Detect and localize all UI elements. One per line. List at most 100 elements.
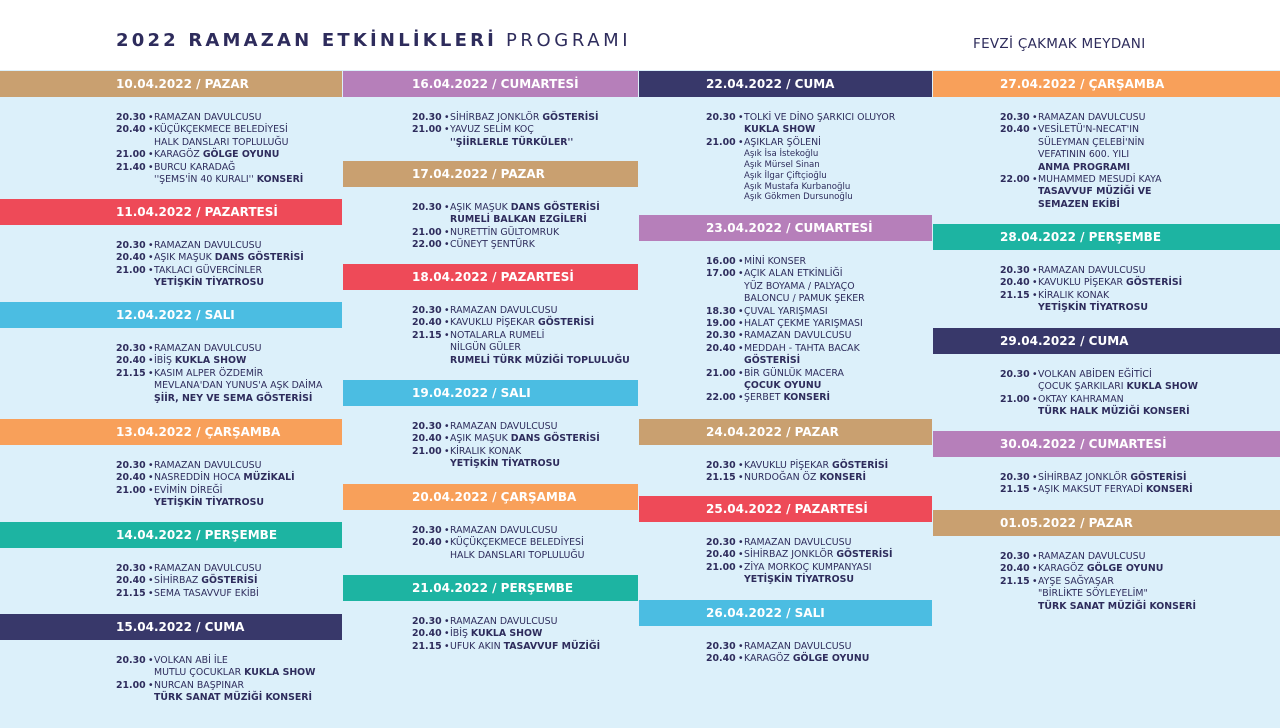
- event-line: KÜÇÜKÇEKMECE BELEDİYESİ: [154, 124, 288, 136]
- event-text: KARAGÖZ: [1038, 563, 1087, 575]
- event-item: 21.00 • YAVUZ SELİM KOÇ ''ŞİİRLERLE TÜRKÜLE…: [412, 124, 599, 149]
- event-title: RAMAZAN DAVULCUSU: [154, 460, 261, 472]
- event-line: RAMAZAN DAVULCUSU: [744, 537, 851, 549]
- event-item: 20.40 • SİHİRBAZ JONKLÖR GÖSTERİSİ: [706, 549, 893, 561]
- event-line: SEMA TASAVVUF EKİBİ: [154, 588, 259, 600]
- event-item: 20.30 • SİHİRBAZ JONKLÖR GÖSTERİSİ: [1000, 472, 1193, 484]
- event-item: 20.30 • KAVUKLU PİŞEKAR GÖSTERİSİ: [706, 460, 888, 472]
- event-item: 20.30 • TOLKİ VE DİNO ŞARKICI OLUYOR KUKLA …: [706, 112, 895, 137]
- event-line: KAVUKLU PİŞEKAR GÖSTERİSİ: [450, 317, 594, 329]
- event-title: UFUK AKIN TASAVVUF MÜZİĞİ: [450, 641, 600, 653]
- event-text-bold: GÖSTERİSİ: [201, 575, 258, 587]
- event-text: AŞIK MAŞUK: [450, 433, 511, 445]
- event-item: 20.30 • RAMAZAN DAVULCUSU: [116, 112, 303, 124]
- event-title: OKTAY KAHRAMAN TÜRK HALK MÜZİĞİ KONSERİ: [1038, 394, 1190, 419]
- event-time: 21.00: [1000, 393, 1030, 405]
- schedule-column: 16.04.2022 / CUMARTESİ 20.30 • SİHİRBAZ JON…: [343, 0, 638, 728]
- event-text: VEFATININ 600. YILI: [1038, 149, 1130, 161]
- bullet: •: [148, 161, 154, 173]
- day-date-label: 13.04.2022 / ÇARŞAMBA: [116, 425, 281, 439]
- bullet: •: [1032, 265, 1038, 276]
- event-text-bold: SEMAZEN EKİBİ: [1038, 198, 1120, 210]
- event-text: ÇOCUK ŞARKILARI: [1038, 381, 1127, 393]
- event-time: 20.30: [412, 202, 442, 213]
- event-text-bold: KUKLA SHOW: [744, 124, 816, 136]
- event-title: MİNİ KONSER: [744, 256, 806, 268]
- event-text: İBİŞ: [450, 628, 471, 640]
- bullet: •: [1032, 472, 1038, 483]
- event-item: 20.30 • VOLKAN ABİDEN EĞİTİCİ ÇOCUK ŞARKILA…: [1000, 369, 1198, 394]
- event-line: SİHİRBAZ JONKLÖR GÖSTERİSİ: [744, 549, 893, 561]
- event-text-bold: GÖSTERİSİ: [1126, 277, 1183, 289]
- event-item: 19.00 • HALAT ÇEKME YARIŞMASI: [706, 318, 865, 330]
- event-line: AŞIKLAR ŞÖLENİ: [744, 137, 853, 149]
- event-title: RAMAZAN DAVULCUSU: [1038, 265, 1145, 277]
- event-time: 21.15: [1000, 575, 1030, 587]
- performer-name: Aşık İsa İstekoğlu: [744, 149, 819, 160]
- event-item: 21.00 • TAKLACI GÜVERCİNLER YETİŞKİN TİYATR…: [116, 265, 304, 290]
- day-date-label: 24.04.2022 / PAZAR: [706, 425, 839, 439]
- event-title: KÜÇÜKÇEKMECE BELEDİYESİ HALK DANSLARI TOP…: [450, 537, 584, 562]
- event-title: MEDDAH - TAHTA BACAK GÖSTERİSİ: [744, 343, 860, 368]
- event-text: NOTALARLA RUMELİ: [450, 329, 545, 341]
- bullet: •: [148, 343, 154, 354]
- event-text: MEDDAH - TAHTA BACAK: [744, 342, 860, 354]
- event-time: 20.30: [116, 343, 146, 354]
- bullet: •: [444, 305, 450, 316]
- event-title: RAMAZAN DAVULCUSU: [450, 305, 557, 317]
- event-time: 22.00: [706, 392, 736, 404]
- bullet: •: [738, 472, 744, 484]
- event-title: RAMAZAN DAVULCUSU: [154, 240, 261, 252]
- event-time: 20.40: [116, 252, 146, 264]
- bullet: •: [148, 112, 154, 123]
- event-item: 20.30 • RAMAZAN DAVULCUSU: [116, 460, 295, 472]
- event-text: ZİYA MORKOÇ KUMPANYASI: [744, 561, 872, 573]
- event-text: CÜNEYT ŞENTÜRK: [450, 239, 535, 251]
- event-title: KAVUKLU PİŞEKAR GÖSTERİSİ: [1038, 277, 1182, 289]
- event-title: BİR GÜNLÜK MACERA ÇOCUK OYUNU: [744, 368, 844, 393]
- event-item: 20.30 • RAMAZAN DAVULCUSU: [706, 537, 893, 549]
- event-text-bold: GÖLGE OYUNU: [202, 149, 280, 161]
- event-item: 21.15 • NURDOĞAN ÖZ KONSERİ: [706, 472, 888, 484]
- event-text: AŞIKLAR ŞÖLENİ: [744, 136, 821, 148]
- schedule-column: 10.04.2022 / PAZAR 20.30 • RAMAZAN DAVULCUS…: [0, 0, 342, 728]
- event-title: VOLKAN ABİ İLE MUTLU ÇOCUKLAR KUKLA SHOW: [154, 655, 316, 680]
- event-title: EVİMİN DİREĞİ YETİŞKİN TİYATROSU: [154, 485, 264, 510]
- event-text-bold: ŞİİR, NEY VE SEMA GÖSTERİSİ: [154, 392, 313, 404]
- event-title: KAVUKLU PİŞEKAR GÖSTERİSİ: [744, 460, 888, 472]
- event-text: SİHİRBAZ: [154, 575, 202, 587]
- event-line: RAMAZAN DAVULCUSU: [450, 616, 557, 628]
- event-text-bold: KUKLA SHOW: [1126, 381, 1198, 393]
- bullet: •: [148, 460, 154, 471]
- event-line: KARAGÖZ GÖLGE OYUNU: [154, 149, 279, 161]
- day-date-label: 17.04.2022 / PAZAR: [412, 167, 545, 181]
- day-events: 20.30 • TOLKİ VE DİNO ŞARKICI OLUYOR KUKLA …: [706, 112, 895, 203]
- event-line: SİHİRBAZ JONKLÖR GÖSTERİSİ: [1038, 472, 1187, 484]
- event-text-bold: KONSERİ: [1146, 484, 1193, 496]
- event-title: KARAGÖZ GÖLGE OYUNU: [744, 653, 869, 665]
- bullet: •: [1032, 393, 1038, 405]
- bullet: •: [148, 124, 154, 136]
- event-item: 20.40 • İBİŞ KUKLA SHOW: [412, 628, 600, 640]
- event-time: 19.00: [706, 318, 736, 330]
- day-events: 16.00 • MİNİ KONSER 17.00 • AÇIK ALAN ETKİNLİ…: [706, 256, 865, 405]
- day-date-label: 20.04.2022 / ÇARŞAMBA: [412, 490, 577, 504]
- event-item: 20.30 • RAMAZAN DAVULCUSU: [1000, 112, 1162, 124]
- event-time: 20.40: [116, 472, 146, 484]
- event-line: İBİŞ KUKLA SHOW: [154, 355, 246, 367]
- event-text: UFUK AKIN: [450, 640, 504, 652]
- event-item: 21.00 • OKTAY KAHRAMAN TÜRK HALK MÜZİĞİ KON…: [1000, 394, 1198, 419]
- bullet: •: [738, 549, 744, 561]
- bullet: •: [148, 472, 154, 484]
- event-title: RAMAZAN DAVULCUSU: [450, 525, 557, 537]
- event-title: SİHİRBAZ JONKLÖR GÖSTERİSİ: [450, 112, 599, 124]
- event-line: SİHİRBAZ JONKLÖR GÖSTERİSİ: [450, 112, 599, 124]
- event-line: SEMAZEN EKİBİ: [1038, 199, 1162, 211]
- event-item: 20.30 • RAMAZAN DAVULCUSU: [116, 563, 261, 575]
- event-item: 21.15 • KİRALIK KONAK YETİŞKİN TİYATROSU: [1000, 290, 1182, 315]
- bullet: •: [444, 445, 450, 457]
- schedule-column: 22.04.2022 / CUMA 20.30 • TOLKİ VE DİNO ŞAR…: [639, 0, 932, 728]
- event-text: RAMAZAN DAVULCUSU: [154, 112, 262, 123]
- event-item: 20.40 • KÜÇÜKÇEKMECE BELEDİYESİ HALK DANSLA…: [412, 537, 584, 562]
- event-text: RAMAZAN DAVULCUSU: [450, 305, 558, 316]
